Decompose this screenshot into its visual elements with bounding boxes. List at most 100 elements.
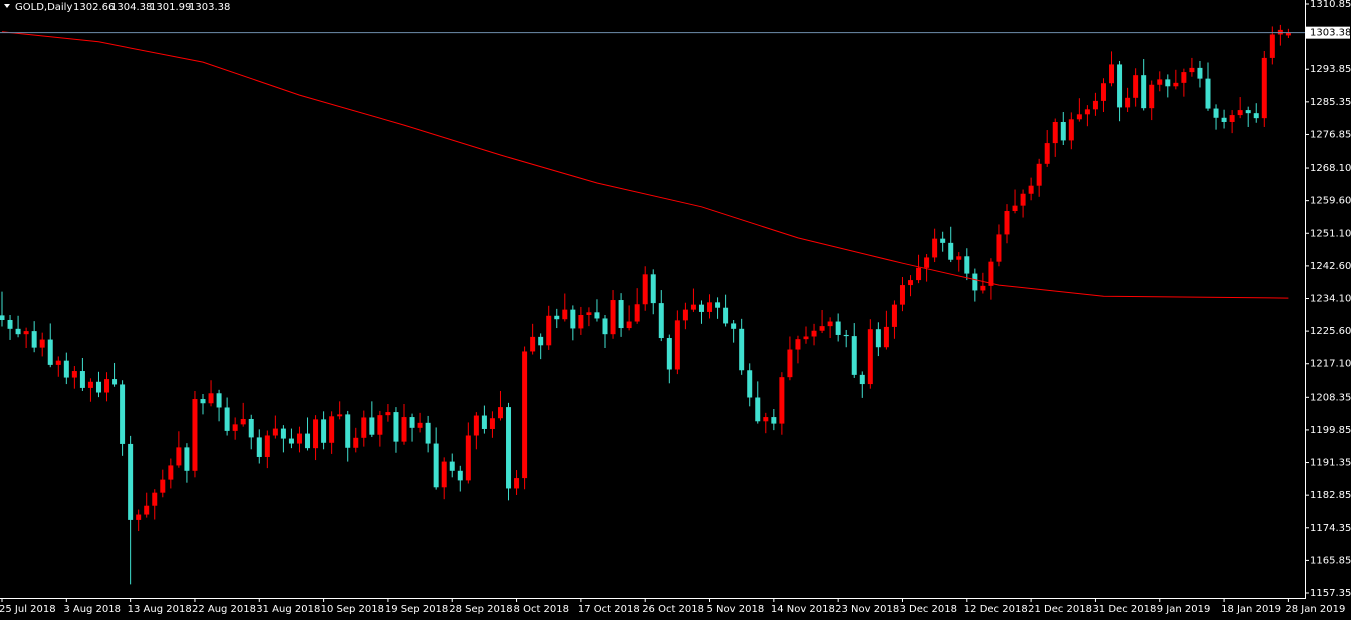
candle-body bbox=[674, 320, 680, 370]
y-tick-label: 1285.35 bbox=[1310, 97, 1351, 108]
candle-body bbox=[321, 419, 327, 443]
candle-body bbox=[305, 433, 311, 449]
menu-arrow[interactable] bbox=[4, 4, 10, 8]
chart-header: GOLD,Daily 1302.66 1304.38 1301.99 1303.… bbox=[15, 2, 230, 13]
candle-body bbox=[216, 393, 222, 408]
candle-body bbox=[988, 261, 994, 286]
symbol: GOLD,Daily bbox=[15, 2, 72, 13]
candle-body bbox=[514, 478, 520, 489]
candle-body bbox=[1189, 67, 1195, 73]
candle-body bbox=[803, 336, 809, 340]
candle-body bbox=[996, 234, 1002, 262]
candle-body bbox=[843, 334, 849, 337]
x-tick-label: 21 Dec 2018 bbox=[1028, 604, 1092, 615]
candle-body bbox=[224, 407, 230, 431]
candle-body bbox=[948, 242, 954, 260]
candle-body bbox=[787, 349, 793, 378]
candle-body bbox=[795, 339, 801, 350]
candle-body bbox=[136, 514, 142, 520]
last-price-box bbox=[1306, 26, 1350, 39]
x-tick-label: 10 Sep 2018 bbox=[321, 604, 384, 615]
y-tick-label: 1225.60 bbox=[1310, 326, 1351, 337]
candle-body bbox=[899, 285, 905, 305]
candle-body bbox=[755, 397, 761, 422]
candle-body bbox=[594, 312, 600, 319]
candle-body bbox=[208, 393, 214, 404]
candle-body bbox=[1020, 193, 1026, 206]
candle-body bbox=[313, 419, 319, 449]
y-tick-label: 1276.85 bbox=[1310, 129, 1351, 140]
x-tick-label: 28 Jan 2019 bbox=[1285, 604, 1345, 615]
candle-body bbox=[232, 424, 238, 431]
y-tick-label: 1310.85 bbox=[1310, 0, 1351, 10]
last-high: 1304.38 bbox=[111, 2, 152, 13]
x-tick-label: 12 Dec 2018 bbox=[964, 604, 1028, 615]
x-tick-label: 3 Aug 2018 bbox=[63, 604, 121, 615]
candle-body bbox=[916, 267, 922, 281]
candle-body bbox=[240, 418, 246, 425]
candle-body bbox=[964, 256, 970, 274]
candle-body bbox=[497, 407, 503, 419]
y-tick-label: 1293.85 bbox=[1310, 64, 1351, 75]
last-low: 1301.99 bbox=[150, 2, 191, 13]
candle-body bbox=[1068, 119, 1074, 141]
y-tick-label: 1217.10 bbox=[1310, 359, 1351, 370]
candle-body bbox=[152, 492, 158, 506]
y-tick-label: 1199.85 bbox=[1310, 425, 1351, 436]
candle-body bbox=[1052, 121, 1058, 144]
candle-body bbox=[626, 321, 632, 329]
candle-body bbox=[441, 461, 447, 488]
candle-body bbox=[1205, 78, 1211, 109]
candle-body bbox=[658, 303, 664, 339]
candle-body bbox=[819, 326, 825, 331]
candle-body bbox=[272, 428, 278, 436]
candle-body bbox=[940, 238, 946, 243]
candle-body bbox=[851, 336, 857, 375]
candle-body bbox=[1165, 79, 1171, 87]
candle-body bbox=[891, 304, 897, 327]
y-tick-label: 1242.60 bbox=[1310, 261, 1351, 272]
x-tick-label: 13 Aug 2018 bbox=[128, 604, 192, 615]
candle-body bbox=[112, 379, 118, 385]
candle-body bbox=[79, 371, 85, 388]
candle-body bbox=[1269, 34, 1275, 58]
y-tick-label: 1234.10 bbox=[1310, 294, 1351, 305]
candle-body bbox=[1213, 108, 1219, 118]
candle-body bbox=[1245, 110, 1251, 114]
candle-body bbox=[1036, 163, 1042, 186]
last-open: 1302.66 bbox=[73, 2, 114, 13]
candle-body bbox=[87, 381, 93, 388]
last-price-label: 1303.38 bbox=[1310, 28, 1351, 39]
candle-body bbox=[449, 461, 455, 471]
x-tick-label: 5 Nov 2018 bbox=[707, 604, 765, 615]
candle-body bbox=[120, 384, 126, 444]
candle-body bbox=[457, 470, 463, 481]
x-tick-label: 26 Oct 2018 bbox=[642, 604, 704, 615]
y-tick-label: 1259.60 bbox=[1310, 196, 1351, 207]
candle-body bbox=[682, 309, 688, 321]
candle-body bbox=[128, 443, 134, 520]
candle-body bbox=[192, 399, 198, 471]
candle-body bbox=[353, 437, 359, 448]
x-tick-label: 8 Oct 2018 bbox=[514, 604, 569, 615]
candle-body bbox=[1149, 84, 1155, 109]
candle-body bbox=[176, 447, 182, 466]
candle-body bbox=[369, 417, 375, 435]
candle-body bbox=[715, 302, 721, 308]
candle-body bbox=[1125, 97, 1131, 108]
candle-body bbox=[634, 304, 640, 322]
candle-body bbox=[248, 418, 254, 438]
candle-body bbox=[473, 415, 479, 436]
y-tick-label: 1165.85 bbox=[1310, 555, 1351, 566]
candle-body bbox=[707, 302, 713, 312]
candle-body bbox=[562, 309, 568, 320]
candle-body bbox=[1181, 72, 1187, 83]
candle-body bbox=[602, 318, 608, 335]
candle-body bbox=[698, 304, 704, 312]
candle-body bbox=[835, 321, 841, 335]
candle-body bbox=[1028, 185, 1034, 194]
candle-body bbox=[1012, 205, 1018, 212]
candle-body bbox=[377, 415, 383, 435]
candle-body bbox=[1100, 83, 1106, 101]
